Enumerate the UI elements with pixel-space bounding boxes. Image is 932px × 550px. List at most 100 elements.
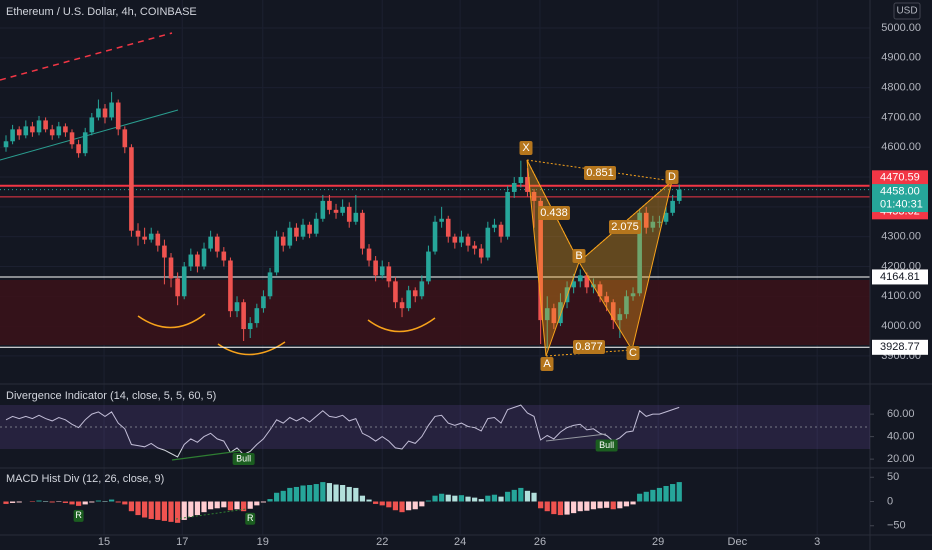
candle-body <box>89 117 95 133</box>
candle-body <box>584 275 590 288</box>
histogram-bar <box>412 501 418 510</box>
marks <box>0 92 870 523</box>
histogram-bar <box>241 501 247 512</box>
indicator-title: Divergence Indicator (14, close, 5, 5, 6… <box>6 390 216 402</box>
candle-body <box>280 236 286 246</box>
candle-body <box>56 126 62 136</box>
divergence-line <box>545 433 607 442</box>
histogram-bar <box>122 501 128 505</box>
histogram-bar <box>300 485 306 502</box>
histogram-bar <box>544 501 550 512</box>
signal-bg <box>595 439 618 452</box>
histogram-bar <box>168 501 174 522</box>
y-tick-label: 4200.00 <box>881 260 921 272</box>
divergence-line <box>171 450 241 461</box>
histogram-bar <box>76 501 82 506</box>
histogram-bar <box>564 501 570 515</box>
candle-body <box>208 236 213 249</box>
histogram-bar <box>307 485 313 502</box>
candle-body <box>650 221 656 228</box>
histogram-bar <box>571 501 577 514</box>
indicator-line <box>5 404 680 458</box>
x-tick-label: 24 <box>454 536 466 548</box>
histogram-bar <box>498 496 504 502</box>
histogram-bar <box>518 487 524 502</box>
candle-body <box>360 212 365 249</box>
histogram-bar <box>10 501 16 503</box>
pattern-label-bg <box>609 220 641 234</box>
candle-body <box>610 302 616 321</box>
histogram-bar <box>452 495 458 502</box>
candle-body <box>353 212 359 222</box>
candle-body <box>3 141 9 148</box>
candle-body <box>459 236 464 243</box>
candle-body <box>604 296 609 303</box>
histogram-bar <box>155 501 161 520</box>
candle-body <box>162 245 167 258</box>
candle-body <box>241 302 246 330</box>
histogram-bar <box>637 493 643 502</box>
y-tick-label: 4600.00 <box>881 141 921 153</box>
histogram-bar <box>49 501 55 503</box>
histogram-bar <box>320 482 326 502</box>
chart-title: Ethereum / U.S. Dollar, 4h, COINBASE <box>6 6 197 18</box>
candle-body <box>538 200 543 321</box>
pattern-label-bg <box>665 170 679 184</box>
price-label-bg <box>872 339 928 355</box>
trend-line <box>0 32 173 81</box>
price-label-bg <box>872 184 928 213</box>
y-tick-label: 20.00 <box>887 453 915 465</box>
candle-body <box>63 126 68 133</box>
pattern-label: 0.851 <box>586 167 614 179</box>
y-tick-label: −50 <box>887 520 906 532</box>
currency-box <box>893 2 921 20</box>
histogram-bar <box>326 483 333 502</box>
candle-body <box>214 236 220 252</box>
pattern-labels: X A B C D 0.851 0.438 2.075 0.877 <box>519 141 679 371</box>
candle-body <box>617 314 623 321</box>
histogram-bar <box>617 501 623 509</box>
histogram-bar <box>82 501 88 505</box>
histogram-bar <box>293 486 300 502</box>
candle-body <box>676 189 682 201</box>
candle-body <box>439 218 444 222</box>
x-tick-label: 29 <box>652 536 664 548</box>
candle-body <box>670 200 675 213</box>
candle-body <box>624 296 629 315</box>
histogram-bar <box>148 501 154 519</box>
histogram-bar <box>584 501 590 511</box>
pattern-label-bg <box>573 340 605 354</box>
candle-body <box>630 293 636 297</box>
histogram-bar <box>597 501 603 509</box>
pattern-label: 2.075 <box>611 221 639 233</box>
candle-body <box>267 272 273 297</box>
candle-body <box>195 254 200 267</box>
candle-body <box>300 224 306 237</box>
histogram-bar <box>643 491 649 502</box>
histogram-bar <box>551 501 557 515</box>
signal-bg <box>232 453 255 465</box>
candle-body <box>577 275 583 282</box>
shoulder-arc <box>367 317 436 333</box>
candle-body <box>23 126 29 136</box>
candle-body <box>30 126 35 133</box>
candle-body <box>544 308 550 321</box>
histogram-bar <box>36 500 42 502</box>
histogram-bar <box>214 501 220 509</box>
candle-body <box>419 281 425 297</box>
histogram-bar <box>353 487 359 502</box>
histogram-bar <box>538 501 544 509</box>
candle-body <box>43 120 48 130</box>
candle-body <box>129 147 134 231</box>
pattern-label: A <box>543 358 551 370</box>
histogram-bar <box>175 501 181 523</box>
candle-body <box>221 251 227 261</box>
trend-line <box>0 109 179 161</box>
signal-label: Bull <box>236 453 251 463</box>
candle-body <box>452 236 458 243</box>
candle-body <box>366 248 372 261</box>
demand-zone <box>0 280 870 345</box>
histogram-bar <box>386 501 392 508</box>
candle-body <box>247 323 253 330</box>
histogram-bar <box>373 501 379 504</box>
